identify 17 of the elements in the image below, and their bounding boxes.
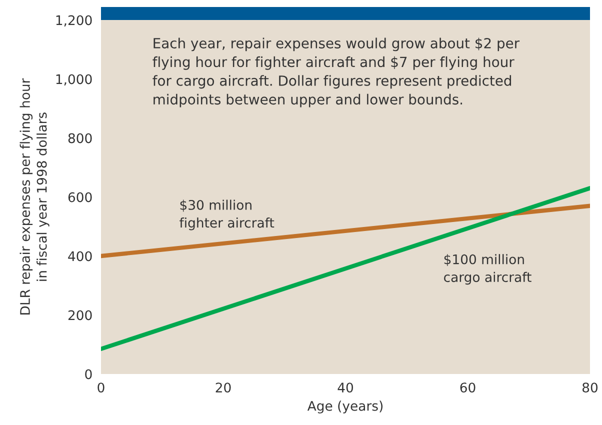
y-tick-label: 600 [68,192,92,202]
x-tick-label: 40 [338,382,354,393]
x-axis-title: Age (years) [307,400,383,414]
y-axis-title: DLR repair expenses per flying hour in fiscal year 1998 dollars [20,78,50,314]
x-tick-label: 20 [216,382,231,393]
series-label: $30 million fighter aircraft [180,200,274,230]
y-tick-label: 800 [68,133,92,144]
x-tick-label: 80 [582,382,598,393]
y-tick-label: 1,000 [56,74,92,86]
y-tick-label: 200 [68,310,92,320]
y-tick-label: 0 [85,369,92,380]
y-tick-label: 1,200 [56,15,92,27]
annotation: Each year, repair expenses would grow about $2 per flying hour for fighter aircraft and $7 per flying hour for cargo aircraft. Dollar figures represent predicted midpoints between upper and lower bounds. [152,38,520,108]
series-label: $100 million cargo aircraft [444,254,532,285]
x-tick-label: 60 [460,382,476,393]
y-tick-label: 400 [68,251,92,262]
x-tick-label: 0 [98,382,104,393]
